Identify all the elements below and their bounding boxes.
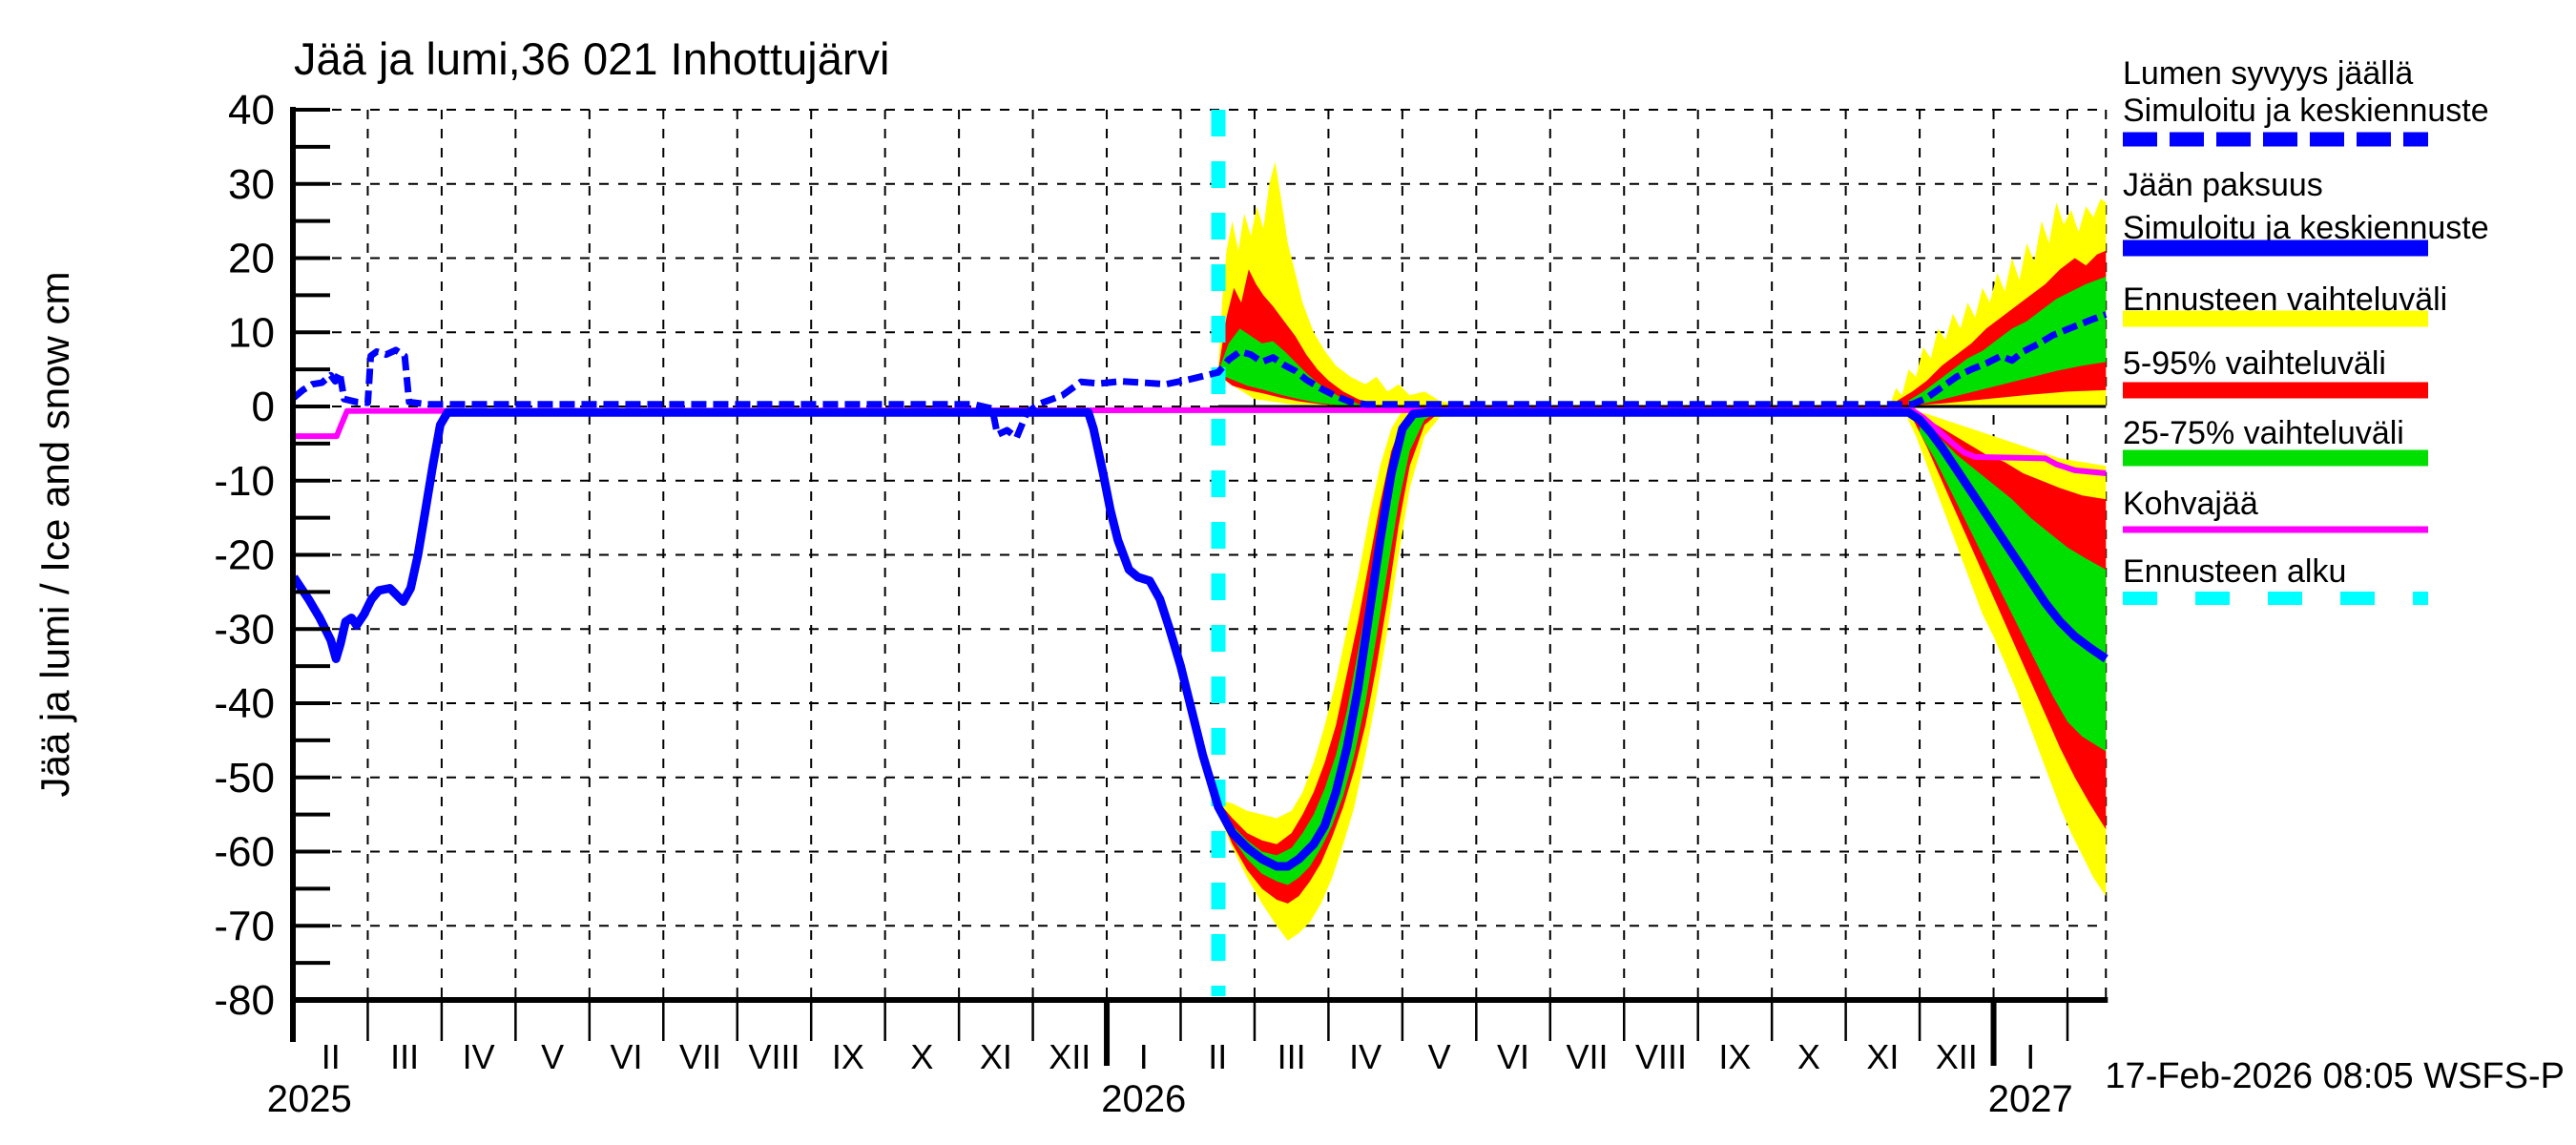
month-label: VII [679, 1037, 721, 1076]
month-label: VI [1497, 1037, 1529, 1076]
y-tick-label: 10 [228, 309, 275, 356]
y-tick-label: 40 [228, 87, 275, 134]
legend-label: Ennusteen alku [2123, 553, 2346, 590]
page-title: Jää ja lumi,36 021 Inhottujärvi [294, 33, 889, 84]
y-tick-label: -80 [214, 977, 275, 1024]
ice-line [290, 407, 2109, 871]
month-label: VIII [1635, 1037, 1687, 1076]
legend-label: Simuloitu ja keskiennuste [2123, 93, 2489, 129]
legend-item-forecast-range: Ennusteen vaihteluväli [2123, 281, 2447, 327]
y-tick-label: -30 [214, 606, 275, 653]
legend-item-forecast-start: Ennusteen alku [2123, 553, 2428, 605]
y-tick-label: -70 [214, 903, 275, 949]
y-tick-label: -40 [214, 680, 275, 727]
y-tick-label: 30 [228, 161, 275, 208]
month-label: V [1428, 1037, 1451, 1076]
month-label: XI [1866, 1037, 1899, 1076]
year-label: 2026 [1101, 1078, 1186, 1120]
legend-item-range-25-75: 25-75% vaihteluväli [2123, 415, 2428, 467]
month-label: IV [1349, 1037, 1381, 1076]
y-tick-label: -10 [214, 458, 275, 505]
kohvajaa-line [294, 406, 2107, 476]
band-autumn-ice-25-75 [1920, 417, 2107, 752]
legend-label: Kohvajää [2123, 486, 2258, 522]
month-label: VI [611, 1037, 643, 1076]
legend-label: Lumen syvyys jäällä [2123, 55, 2413, 92]
legend-label: Jään paksuus [2123, 167, 2323, 203]
month-label: IV [463, 1037, 495, 1076]
month-label: I [2025, 1037, 2035, 1076]
month-label: VIII [748, 1037, 800, 1076]
snow-line [291, 311, 2108, 442]
month-label: II [322, 1037, 341, 1076]
band-autumn-ice-5-95 [1912, 409, 2107, 830]
y-tick-label: 0 [252, 384, 275, 430]
month-label: IX [832, 1037, 864, 1076]
y-axis-title: Jää ja lumi / Ice and snow cm [32, 272, 77, 798]
month-label: XII [1049, 1037, 1091, 1076]
month-label: I [1139, 1037, 1149, 1076]
month-label: XI [980, 1037, 1012, 1076]
y-tick-label: -20 [214, 532, 275, 579]
legend-label: 5-95% vaihteluväli [2123, 345, 2386, 382]
month-label: X [1797, 1037, 1820, 1076]
y-tick-label: -60 [214, 829, 275, 876]
month-label: IX [1718, 1037, 1751, 1076]
year-label: 2027 [1988, 1078, 2073, 1120]
month-label: III [1278, 1037, 1306, 1076]
month-label: III [390, 1037, 419, 1076]
legend-item-range-5-95: 5-95% vaihteluväli [2123, 345, 2428, 399]
month-label: II [1208, 1037, 1227, 1076]
timestamp: 17-Feb-2026 08:05 WSFS-P [2105, 1056, 2565, 1096]
month-label: XII [1936, 1037, 1978, 1076]
y-tick-label: 20 [228, 236, 275, 282]
month-label: VII [1567, 1037, 1609, 1076]
year-label: 2025 [267, 1078, 352, 1120]
legend-label: 25-75% vaihteluväli [2123, 415, 2404, 451]
month-label: X [910, 1037, 933, 1076]
legend-item-kohvajaa: Kohvajää [2123, 486, 2428, 533]
y-tick-label: -50 [214, 755, 275, 802]
month-label: V [541, 1037, 564, 1076]
